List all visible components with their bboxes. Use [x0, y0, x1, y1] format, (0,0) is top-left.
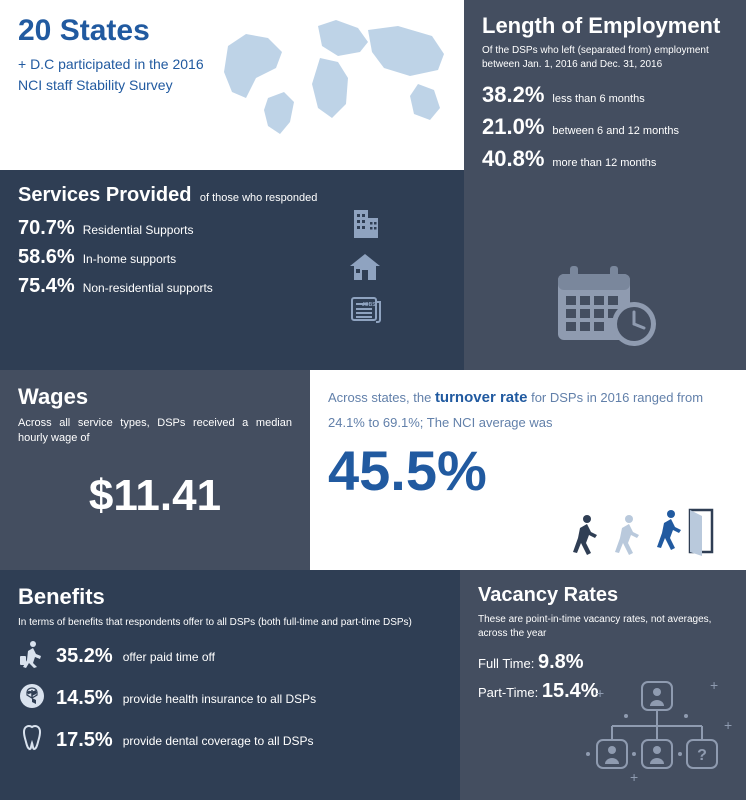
states-panel: 20 States + D.C participated in the 2016… [0, 0, 464, 170]
length-stat: 38.2% less than 6 months [482, 82, 728, 108]
length-stat-pct: 38.2% [482, 82, 544, 108]
benefits-item: 17.5% provide dental coverage to all DSP… [18, 724, 442, 757]
svg-text:+: + [724, 717, 732, 733]
vacancy-item: Full Time: 9.8% [478, 651, 728, 674]
benefits-title: Benefits [18, 584, 442, 610]
benefits-item-pct: 17.5% [56, 729, 113, 752]
length-subtitle: Of the DSPs who left (separated from) em… [482, 44, 728, 72]
length-stat: 40.8% more than 12 months [482, 146, 728, 172]
length-title: Length of Employment [482, 14, 728, 38]
length-stat-pct: 21.0% [482, 114, 544, 140]
length-stat-label: between 6 and 12 months [552, 125, 679, 137]
walker-icon [614, 514, 642, 556]
services-stat-label: Non-residential supports [83, 281, 213, 295]
length-stat-label: less than 6 months [552, 93, 644, 105]
benefits-subtitle: In terms of benefits that respondents of… [18, 616, 442, 630]
length-panel: Length of Employment Of the DSPs who lef… [464, 0, 746, 370]
turnover-panel: Across states, the turnover rate for DSP… [310, 370, 746, 570]
walker-door-icon [656, 508, 716, 556]
jobs-newspaper-icon: JOBS [348, 294, 384, 324]
benefits-item-label: provide health insurance to all DSPs [123, 692, 316, 706]
wages-title: Wages [18, 384, 292, 410]
services-subtitle: of those who responded [200, 192, 317, 204]
states-subtitle: + D.C participated in the 2016 NCI staff… [18, 54, 218, 96]
turnover-lead-bold: turnover rate [435, 389, 528, 406]
svg-text:?: ? [697, 747, 707, 764]
benefits-item-label: provide dental coverage to all DSPs [123, 734, 314, 748]
svg-text:+: + [596, 685, 604, 701]
services-stat-pct: 58.6% [18, 246, 75, 269]
services-title: Services Provided [18, 184, 191, 206]
vacancy-item-label: Full Time: [478, 656, 534, 671]
tooth-icon [18, 724, 46, 757]
org-network-icon: ? + + + + [582, 676, 732, 786]
house-icon [348, 252, 382, 282]
benefits-item-label: offer paid time off [123, 650, 215, 664]
length-stat-label: more than 12 months [552, 157, 656, 169]
vacancy-item-value: 9.8% [538, 651, 584, 673]
length-stat-pct: 40.8% [482, 146, 544, 172]
turnover-value: 45.5% [328, 438, 728, 503]
services-panel: Services Provided of those who responded… [0, 170, 464, 370]
svg-text:JOBS: JOBS [362, 302, 376, 308]
vacancy-item-label: Part-Time: [478, 685, 538, 700]
wages-subtitle: Across all service types, DSPs received … [18, 416, 292, 447]
services-stat-pct: 70.7% [18, 217, 75, 240]
calendar-clock-icon [550, 260, 660, 350]
services-stat-label: In-home supports [83, 252, 176, 266]
benefits-item-pct: 35.2% [56, 645, 113, 668]
building-icon [348, 206, 382, 240]
svg-text:+: + [710, 677, 718, 693]
world-map-icon [208, 6, 458, 146]
wages-value: $11.41 [18, 471, 292, 521]
benefits-item: 35.2% offer paid time off [18, 640, 442, 673]
benefits-panel: Benefits In terms of benefits that respo… [0, 570, 460, 800]
svg-text:+: + [630, 769, 638, 785]
vacancy-subtitle: These are point-in-time vacancy rates, n… [478, 613, 728, 641]
medical-icon [18, 683, 46, 714]
vacancy-panel: Vacancy Rates These are point-in-time va… [460, 570, 746, 800]
turnover-lead: Across states, the turnover rate for DSP… [328, 384, 728, 434]
wages-panel: Wages Across all service types, DSPs rec… [0, 370, 310, 570]
vacancy-title: Vacancy Rates [478, 584, 728, 607]
walker-icon [572, 514, 600, 556]
services-stat-pct: 75.4% [18, 275, 75, 298]
benefits-item: 14.5% provide health insurance to all DS… [18, 683, 442, 714]
services-stat-label: Residential Supports [83, 223, 194, 237]
traveler-icon [18, 640, 46, 673]
turnover-walkers [572, 508, 716, 556]
turnover-lead-pre: Across states, the [328, 390, 435, 405]
benefits-item-pct: 14.5% [56, 687, 113, 710]
length-stat: 21.0% between 6 and 12 months [482, 114, 728, 140]
